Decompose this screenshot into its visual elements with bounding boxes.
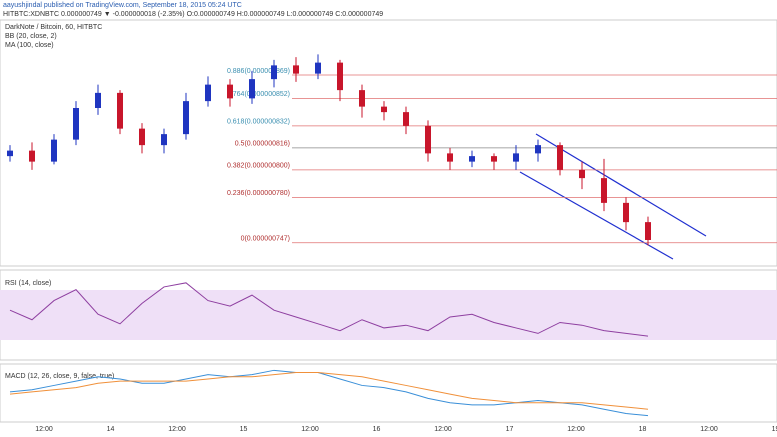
x-tick-label: 15 [240, 426, 248, 433]
candle-body [249, 79, 255, 99]
candle-body [7, 150, 13, 157]
x-tick-label: 12:00 [168, 426, 186, 433]
x-tick-label: 12:00 [35, 426, 53, 433]
macd-pane [0, 363, 777, 423]
candle-body [381, 106, 387, 113]
candle-body [161, 134, 167, 146]
x-tick-label: 16 [373, 426, 381, 433]
rsi-band [0, 290, 777, 340]
candle-body [205, 84, 211, 102]
candle-body [29, 150, 35, 162]
candle-body [425, 125, 431, 154]
fib-label: 0.886(0.000000869) [227, 68, 290, 75]
candle-body [469, 156, 475, 162]
fib-label: 0.236(0.000000780) [227, 190, 290, 197]
indicator-label: BB (20, close, 2) [5, 33, 57, 40]
symbol-line: HITBTC:XDNBTC 0.000000749 ▼ -0.000000018… [3, 11, 383, 18]
candle-body [557, 145, 563, 170]
rsi-pane [0, 269, 777, 361]
candle-body [645, 222, 651, 240]
candle-body [95, 92, 101, 108]
candle-body [139, 128, 145, 146]
candle-body [601, 178, 607, 203]
candle-body [183, 101, 189, 135]
candle-body [359, 90, 365, 107]
main-title: DarkNote / Bitcoin, 60, HITBTC [5, 24, 102, 31]
candle-body [315, 62, 321, 74]
channel-top [535, 133, 707, 237]
candle-body [337, 62, 343, 91]
x-tick-label: 19 [772, 426, 777, 433]
author-line: aayushjindal published on TradingView.co… [3, 2, 242, 9]
candle-body [51, 139, 57, 162]
fib-label: 0.764(0.000000852) [227, 91, 290, 98]
x-tick-label: 12:00 [301, 426, 319, 433]
candle-body [117, 92, 123, 129]
x-tick-label: 12:00 [700, 426, 718, 433]
rsi-title: RSI (14, close) [5, 280, 51, 287]
candle-body [513, 153, 519, 162]
x-tick-label: 17 [506, 426, 514, 433]
x-tick-label: 14 [107, 426, 115, 433]
x-tick-label: 18 [639, 426, 647, 433]
fib-label: 0.382(0.000000800) [227, 163, 290, 170]
candle-body [579, 169, 585, 179]
candle-body [73, 108, 79, 140]
candle-body [271, 65, 277, 80]
candle-body [623, 202, 629, 223]
fib-label: 0.618(0.000000832) [227, 119, 290, 126]
candle-body [293, 65, 299, 74]
candle-body [403, 112, 409, 126]
candle-body [535, 145, 541, 154]
main-pane [0, 19, 777, 267]
indicator-line [9, 369, 649, 417]
candle-body [447, 153, 453, 162]
candle-body [491, 156, 497, 162]
indicator-line [9, 371, 649, 410]
macd-title: MACD (12, 26, close, 9, false, true) [5, 373, 114, 380]
indicator-line [9, 282, 649, 337]
fib-label: 0(0.000000747) [241, 236, 290, 243]
x-tick-label: 12:00 [567, 426, 585, 433]
fib-label: 0.5(0.000000816) [235, 141, 290, 148]
indicator-label: MA (100, close) [5, 42, 54, 49]
candle-body [227, 84, 233, 99]
x-tick-label: 12:00 [434, 426, 452, 433]
